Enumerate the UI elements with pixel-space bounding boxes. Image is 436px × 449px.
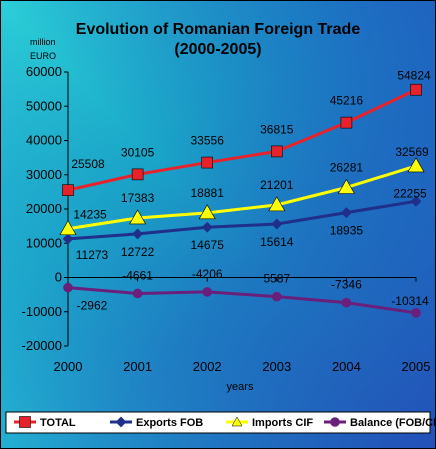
- legend: TOTAL Exports FOB Imports CIF Balance (FOB/…: [14, 416, 436, 429]
- data-label-3: -7346: [331, 278, 362, 292]
- y-tick-label: 40000: [26, 133, 62, 148]
- data-label-1: 18935: [330, 224, 364, 238]
- data-point-0: [410, 83, 422, 96]
- data-point-2: [198, 204, 216, 220]
- y-tick-label: 0: [55, 270, 62, 285]
- data-label-0: 25508: [71, 157, 105, 171]
- x-tick-label: 2005: [402, 359, 431, 374]
- legend-label: Balance (FOB/CIF): [350, 417, 436, 429]
- data-label-0: 33556: [191, 134, 225, 148]
- data-point-3: [132, 288, 143, 299]
- series-markers: [59, 83, 425, 318]
- data-label-2: 26281: [330, 160, 364, 174]
- data-label-3: -4661: [122, 268, 153, 282]
- data-point-0: [201, 156, 213, 169]
- y-tick-label: 50000: [26, 98, 62, 113]
- y-tick-label: 60000: [26, 64, 62, 79]
- y-tick-label: -10000: [22, 304, 62, 319]
- legend-marker: [330, 417, 340, 427]
- x-tick-label: 2002: [193, 359, 222, 374]
- data-label-1: 22255: [393, 186, 427, 200]
- data-point-2: [129, 209, 147, 225]
- series-lines: [67, 88, 417, 315]
- x-tick-label: 2004: [332, 359, 361, 374]
- legend-box: [5, 411, 431, 434]
- data-label-2: 18881: [191, 186, 225, 200]
- data-label-0: 54824: [397, 69, 431, 83]
- data-point-1: [340, 207, 352, 219]
- data-point-0: [62, 184, 74, 196]
- data-point-0: [340, 116, 353, 129]
- legend-label: TOTAL: [40, 417, 76, 429]
- data-label-0: 45216: [330, 94, 364, 108]
- x-tick-label: 2000: [54, 359, 83, 374]
- data-point-2: [268, 196, 286, 212]
- data-label-0: 36815: [260, 122, 294, 136]
- y-unit-line1: million: [30, 37, 56, 47]
- x-tick-label: 2001: [123, 359, 152, 374]
- chart-title-line2: (2000-2005): [174, 41, 261, 58]
- x-axis-title: years: [227, 381, 254, 393]
- data-label-0: 30105: [121, 145, 155, 159]
- legend-marker: [19, 416, 31, 428]
- series-line-1: [67, 199, 417, 241]
- data-point-1: [410, 195, 422, 207]
- data-label-1: 15614: [260, 235, 294, 249]
- series-line-3: [67, 286, 417, 315]
- data-point-0: [270, 145, 283, 158]
- data-label-1: 11273: [76, 248, 109, 262]
- legend-marker: [115, 416, 127, 428]
- data-point-3: [411, 308, 421, 318]
- data-point-1: [132, 228, 144, 240]
- y-unit-line2: EURO: [30, 51, 56, 61]
- legend-marker: [231, 416, 243, 427]
- y-tick-label: 30000: [26, 167, 62, 182]
- axes: -20000 -10000 0 10000 20000 30000 40000 50000 60…: [22, 64, 431, 374]
- data-point-3: [271, 291, 282, 302]
- chart-title-line1: Evolution of Romanian Foreign Trade: [76, 21, 361, 38]
- data-point-1: [62, 233, 74, 245]
- y-tick-label: 10000: [26, 235, 62, 250]
- data-point-1: [271, 218, 283, 230]
- data-labels: 25508 30105 33556 36815 45216 54824 11273 12722…: [71, 69, 431, 313]
- data-label-3: -4206: [192, 267, 223, 281]
- data-point-3: [63, 282, 73, 293]
- data-point-3: [202, 287, 212, 297]
- data-point-1: [201, 221, 213, 233]
- data-label-2: 21201: [260, 178, 294, 192]
- data-point-2: [337, 178, 355, 194]
- data-label-2: 32569: [395, 145, 429, 159]
- data-label-3: 5587: [263, 272, 290, 286]
- data-point-2: [407, 157, 425, 173]
- data-label-3: -2962: [77, 299, 108, 313]
- x-tick-label: 2003: [262, 359, 291, 374]
- series-line-2: [67, 164, 417, 231]
- data-label-1: 14675: [191, 238, 225, 252]
- data-label-3: -10314: [391, 294, 429, 308]
- y-tick-label: 20000: [26, 201, 62, 216]
- data-label-1: 12722: [121, 245, 155, 259]
- data-label-2: 17383: [121, 191, 155, 205]
- data-point-2: [59, 220, 77, 236]
- legend-label: Exports FOB: [136, 417, 203, 429]
- data-label-2: 14235: [73, 208, 107, 222]
- data-point-0: [131, 168, 144, 181]
- data-point-3: [341, 297, 352, 308]
- y-tick-label: -20000: [22, 338, 62, 353]
- legend-label: Imports CIF: [252, 417, 313, 429]
- series-line-0: [67, 88, 417, 192]
